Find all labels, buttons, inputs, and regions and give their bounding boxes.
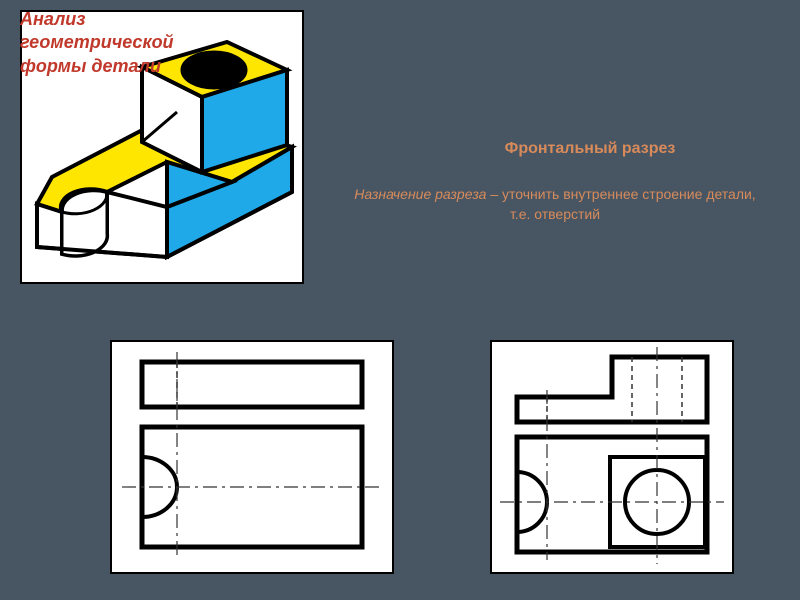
ortho-right-panel: [490, 340, 734, 574]
cutout-cylinder-wall: [62, 192, 107, 256]
analysis-title: Анализ геометрической формы детали: [20, 8, 200, 78]
desc-line-2: т.е. отверстий: [510, 206, 600, 222]
ortho-left-panel: [110, 340, 394, 574]
ortho-right-drawing: [492, 342, 732, 572]
upper-base-edge-2: [287, 145, 292, 147]
description: Назначение разреза – уточнить внутреннее…: [330, 185, 780, 224]
desc-line-1: – уточнить внутреннее строение детали,: [486, 186, 755, 202]
slide: Анализ геометрической формы детали Фронт…: [0, 0, 800, 600]
front-step-outline: [517, 357, 707, 422]
ortho-left-drawing: [112, 342, 392, 572]
front-view-rect: [142, 362, 362, 407]
main-title: Фронтальный разрез: [400, 140, 780, 158]
desc-emphasis: Назначение разреза: [354, 186, 486, 202]
